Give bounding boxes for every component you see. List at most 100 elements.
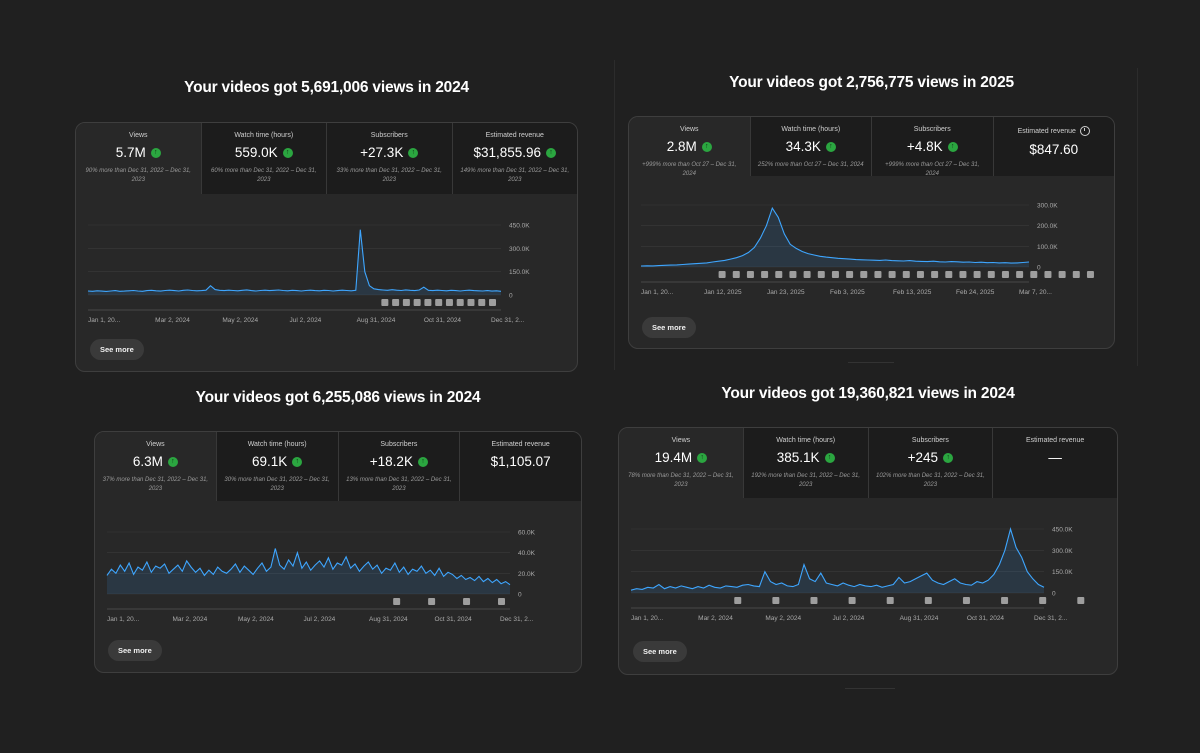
metric-label: Watch time (hours) <box>781 126 841 133</box>
video-thumbnail-icon[interactable] <box>489 299 496 306</box>
x-tick-label: Mar 7, 20... <box>1019 289 1052 296</box>
metric-tile[interactable]: Watch time (hours) 34.3K ↑ 252% more than O… <box>750 117 872 176</box>
metric-tile[interactable]: Subscribers +18.2K ↑ 13% more than Dec 31, … <box>338 432 461 501</box>
metric-tile[interactable]: Watch time (hours) 385.1K ↑ 192% more than … <box>743 428 869 498</box>
x-tick-label: Jul 2, 2024 <box>304 616 336 623</box>
video-thumbnail-icon[interactable] <box>1001 271 1009 278</box>
video-thumbnail-icon[interactable] <box>732 271 740 278</box>
video-thumbnail-icon[interactable] <box>945 271 953 278</box>
series-area <box>107 548 510 594</box>
video-thumbnail-icon[interactable] <box>456 299 464 306</box>
video-thumbnail-icon[interactable] <box>413 299 421 306</box>
y-tick-label: 150.0K <box>1052 569 1073 576</box>
metric-tile[interactable]: Subscribers +245 ↑ 102% more than Dec 31, 2… <box>868 428 994 498</box>
metric-tile[interactable]: Views 2.8M ↑ +999% more than Oct 27 – Dec 3… <box>629 117 751 177</box>
x-tick-label: Jan 1, 20... <box>641 289 673 296</box>
video-thumbnail-icon[interactable] <box>734 597 742 604</box>
video-thumbnail-icon[interactable] <box>424 299 432 306</box>
see-more-button[interactable]: See more <box>108 640 162 661</box>
metric-tiles: Views 5.7M ↑ 90% more than Dec 31, 2022 – D… <box>76 123 577 194</box>
views-chart: 450.0K 300.0K 150.0K 0 Jan 1, 20... Mar 2, 20… <box>630 521 1086 635</box>
video-thumbnail-icon[interactable] <box>463 598 471 605</box>
metric-value-row: 2.8M ↑ <box>629 139 750 154</box>
video-thumbnail-icon[interactable] <box>1001 597 1009 604</box>
video-thumbnail-icon[interactable] <box>381 299 389 306</box>
video-thumbnail-icon[interactable] <box>987 271 995 278</box>
video-thumbnail-icon[interactable] <box>888 271 896 278</box>
video-thumbnail-icon[interactable] <box>803 271 811 278</box>
video-thumbnail-icon[interactable] <box>435 299 443 306</box>
video-thumbnail-icon[interactable] <box>817 271 825 278</box>
video-thumbnail-icon[interactable] <box>392 299 400 306</box>
metric-label: Views <box>671 437 691 444</box>
video-thumbnail-icon[interactable] <box>402 299 410 306</box>
metric-tile[interactable]: Watch time (hours) 69.1K ↑ 30% more than De… <box>216 432 339 501</box>
video-thumbnail-icon[interactable] <box>1058 271 1066 278</box>
series-line[interactable] <box>106 548 511 586</box>
video-thumbnail-icon[interactable] <box>498 598 505 605</box>
y-tick-label: 0 <box>1052 591 1056 598</box>
video-thumbnail-icon[interactable] <box>445 299 453 306</box>
video-thumbnail-icon[interactable] <box>772 597 780 604</box>
up-arrow-icon: ↑ <box>701 141 712 152</box>
area-chart-svg: 450.0K 300.0K 150.0K 0 Jan 1, 20... Mar 2, 20… <box>87 223 530 324</box>
series-line[interactable] <box>640 206 1030 267</box>
video-thumbnail-icon[interactable] <box>810 597 818 604</box>
metric-value: $847.60 <box>1029 142 1079 157</box>
video-thumbnail-icon[interactable] <box>924 597 932 604</box>
video-thumbnail-icon[interactable] <box>393 598 401 605</box>
video-thumbnail-icon[interactable] <box>1072 271 1080 278</box>
x-tick-label: Jan 1, 20... <box>88 317 120 324</box>
video-thumbnail-icon[interactable] <box>1030 271 1038 278</box>
metric-tile[interactable]: Views 19.4M ↑ 78% more than Dec 31, 2022 – … <box>619 428 744 498</box>
series-line[interactable] <box>630 526 1045 591</box>
metric-tile[interactable]: Estimated revenue — <box>993 428 1117 498</box>
video-thumbnail-icon[interactable] <box>478 299 486 306</box>
see-more-button[interactable]: See more <box>90 339 144 360</box>
metric-tile[interactable]: Watch time (hours) 559.0K ↑ 60% more than D… <box>201 123 327 194</box>
metric-value: +27.3K <box>360 145 404 160</box>
see-more-button[interactable]: See more <box>633 641 687 662</box>
video-thumbnail-icon[interactable] <box>874 271 882 278</box>
y-tick-label: 200.0K <box>1037 223 1058 230</box>
metric-tile[interactable]: Estimated revenue $847.60 <box>993 117 1114 176</box>
video-thumbnail-icon[interactable] <box>886 597 894 604</box>
video-thumbnail-icon[interactable] <box>973 271 981 278</box>
video-thumbnail-icon[interactable] <box>846 271 854 278</box>
metric-tile[interactable]: Views 5.7M ↑ 90% more than Dec 31, 2022 – D… <box>76 123 202 194</box>
series-line[interactable] <box>87 229 502 292</box>
video-thumbnail-icon[interactable] <box>959 271 967 278</box>
video-thumbnail-icon[interactable] <box>962 597 970 604</box>
video-thumbnail-icon[interactable] <box>1077 597 1085 604</box>
metric-tile[interactable]: Views 6.3M ↑ 37% more than Dec 31, 2022 – D… <box>95 432 217 501</box>
metric-tile[interactable]: Subscribers +4.8K ↑ +999% more than Oct 27 … <box>872 117 994 177</box>
video-thumbnail-icon[interactable] <box>718 271 726 278</box>
up-arrow-icon: ↑ <box>943 452 954 463</box>
metric-tile[interactable]: Estimated revenue $1,105.07 <box>460 432 581 501</box>
video-thumbnail-icon[interactable] <box>848 597 856 604</box>
up-arrow-icon: ↑ <box>824 452 835 463</box>
metric-comparison: +999% more than Oct 27 – Dec 31, 2024 <box>885 162 980 177</box>
video-thumbnail-icon[interactable] <box>931 271 939 278</box>
metric-tile[interactable]: Estimated revenue $31,855.96 ↑ 149% more th… <box>452 123 577 194</box>
video-thumbnail-icon[interactable] <box>1039 597 1047 604</box>
video-thumbnail-icon[interactable] <box>860 271 868 278</box>
video-thumbnail-icon[interactable] <box>902 271 910 278</box>
see-more-button[interactable]: See more <box>642 317 696 338</box>
video-thumbnail-icon[interactable] <box>428 598 436 605</box>
video-thumbnail-icon[interactable] <box>775 271 783 278</box>
video-thumbnail-icon[interactable] <box>1044 271 1052 278</box>
video-thumbnail-icon[interactable] <box>831 271 839 278</box>
metric-tile[interactable]: Subscribers +27.3K ↑ 33% more than Dec 31, … <box>327 123 453 194</box>
clock-icon[interactable] <box>1079 126 1090 136</box>
video-thumbnail-icon[interactable] <box>916 271 924 278</box>
metric-value-row: 559.0K ↑ <box>202 145 327 160</box>
video-thumbnail-icon[interactable] <box>789 271 797 278</box>
panel-headline: Your videos got 5,691,006 views in 2024 <box>184 79 469 96</box>
video-thumbnail-icon[interactable] <box>1086 271 1094 278</box>
video-thumbnail-icon[interactable] <box>1016 271 1024 278</box>
video-thumbnail-icon[interactable] <box>467 299 475 306</box>
up-arrow-icon: ↑ <box>292 456 303 467</box>
video-thumbnail-icon[interactable] <box>746 271 754 278</box>
video-thumbnail-icon[interactable] <box>761 271 769 278</box>
